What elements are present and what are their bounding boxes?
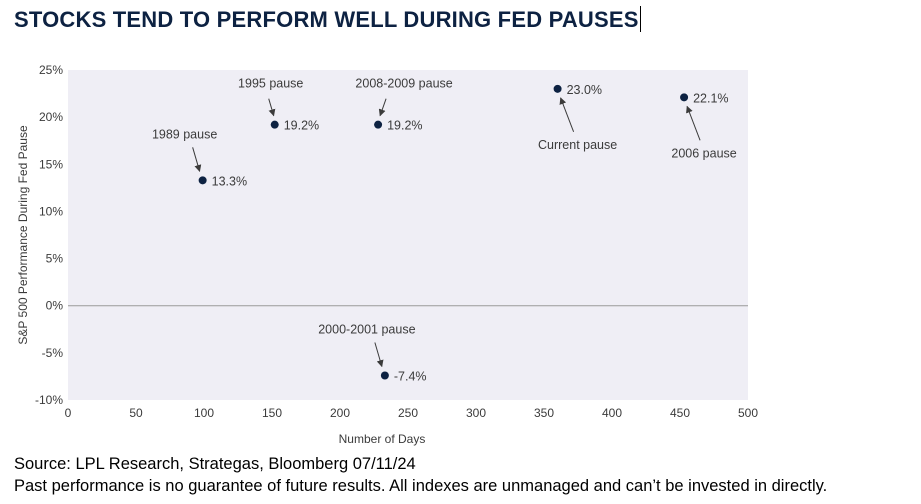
data-value-label: 13.3% — [212, 174, 247, 188]
x-tick-label: 250 — [398, 406, 418, 420]
x-tick-label: 100 — [194, 406, 214, 420]
y-tick-label: 5% — [46, 252, 64, 266]
annotation-arrow — [374, 342, 384, 368]
y-axis: -10% -5% 0% 5% 10% 15% 20% 25% — [35, 63, 63, 407]
data-point — [680, 93, 689, 102]
y-tick-label: 20% — [39, 110, 63, 124]
y-tick-label: 25% — [39, 63, 63, 77]
data-point — [380, 371, 389, 380]
y-tick-label: 15% — [39, 157, 63, 171]
x-axis: 0 50 100 150 200 250 300 350 400 450 500 — [65, 406, 759, 420]
annotations: 1989 pause 1995 pause 2008-2009 pause Curre… — [152, 77, 737, 368]
annotation-arrow — [559, 97, 575, 133]
x-axis-label: Number of Days — [339, 432, 426, 446]
x-tick-label: 150 — [262, 406, 282, 420]
y-tick-label: 0% — [46, 299, 64, 313]
annotation-arrow — [268, 98, 276, 117]
text-cursor — [639, 6, 641, 32]
y-axis-label: S&P 500 Performance During Fed Pause — [16, 125, 30, 345]
data-point — [553, 84, 562, 93]
point-annotation-label: 1989 pause — [152, 127, 217, 141]
x-tick-label: 500 — [738, 406, 758, 420]
source-note: Source: LPL Research, Strategas, Bloombe… — [14, 455, 416, 473]
point-annotation-label: Current pause — [538, 138, 617, 152]
x-tick-label: 450 — [670, 406, 690, 420]
point-annotation-label: 1995 pause — [238, 77, 303, 91]
y-tick-label: 10% — [39, 204, 63, 218]
data-point — [374, 120, 383, 129]
x-tick-label: 350 — [534, 406, 554, 420]
y-tick-label: -10% — [35, 393, 63, 407]
point-annotation-label: 2000-2001 pause — [318, 322, 415, 336]
annotation-arrow — [192, 147, 202, 172]
data-value-label: -7.4% — [394, 369, 427, 383]
data-point — [270, 120, 279, 129]
annotation-arrow — [686, 105, 701, 141]
data-points: 13.3% 19.2% 19.2% 23.0% 22.1% -7.4% — [198, 83, 729, 383]
x-tick-label: 300 — [466, 406, 486, 420]
x-tick-label: 200 — [330, 406, 350, 420]
x-tick-label: 400 — [602, 406, 622, 420]
point-annotation-label: 2006 pause — [671, 146, 736, 160]
data-point — [198, 176, 207, 185]
scatter-chart: -10% -5% 0% 5% 10% 15% 20% 25% 0 50 100 150 200 250 3… — [16, 63, 759, 446]
plot-area — [68, 70, 748, 400]
x-tick-label: 50 — [129, 406, 143, 420]
data-value-label: 19.2% — [284, 119, 319, 133]
point-annotation-label: 2008-2009 pause — [355, 77, 452, 91]
data-value-label: 23.0% — [567, 83, 602, 97]
annotation-arrow — [378, 98, 387, 117]
disclaimer-note: Past performance is no guarantee of futu… — [14, 477, 828, 495]
data-value-label: 19.2% — [387, 119, 422, 133]
page-title: STOCKS TEND TO PERFORM WELL DURING FED P… — [14, 6, 641, 32]
data-value-label: 22.1% — [693, 91, 728, 105]
x-tick-label: 0 — [65, 406, 72, 420]
y-tick-label: -5% — [42, 346, 64, 360]
